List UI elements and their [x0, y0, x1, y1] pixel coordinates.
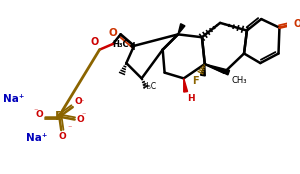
- Text: H₅C: H₅C: [142, 82, 157, 91]
- Text: Na⁺: Na⁺: [3, 94, 24, 104]
- Text: O: O: [108, 28, 117, 38]
- Text: Na⁺: Na⁺: [26, 133, 47, 143]
- Text: ⁻: ⁻: [81, 111, 86, 120]
- Text: O: O: [75, 97, 83, 106]
- Polygon shape: [184, 78, 188, 92]
- Polygon shape: [178, 24, 185, 34]
- Text: ⁻: ⁻: [67, 123, 71, 132]
- Text: F: F: [192, 76, 199, 85]
- Polygon shape: [205, 64, 230, 75]
- Text: ⁻: ⁻: [80, 97, 84, 106]
- Text: H: H: [188, 94, 195, 103]
- Text: P: P: [55, 110, 64, 123]
- Polygon shape: [200, 64, 205, 76]
- Text: O: O: [294, 19, 300, 29]
- Text: ⁻: ⁻: [33, 106, 37, 115]
- Text: O: O: [58, 132, 66, 141]
- Text: O: O: [90, 37, 99, 47]
- Text: O: O: [76, 115, 84, 124]
- Text: CH₃: CH₃: [232, 76, 247, 85]
- Text: O: O: [35, 110, 43, 119]
- Text: H₃C: H₃C: [112, 40, 129, 49]
